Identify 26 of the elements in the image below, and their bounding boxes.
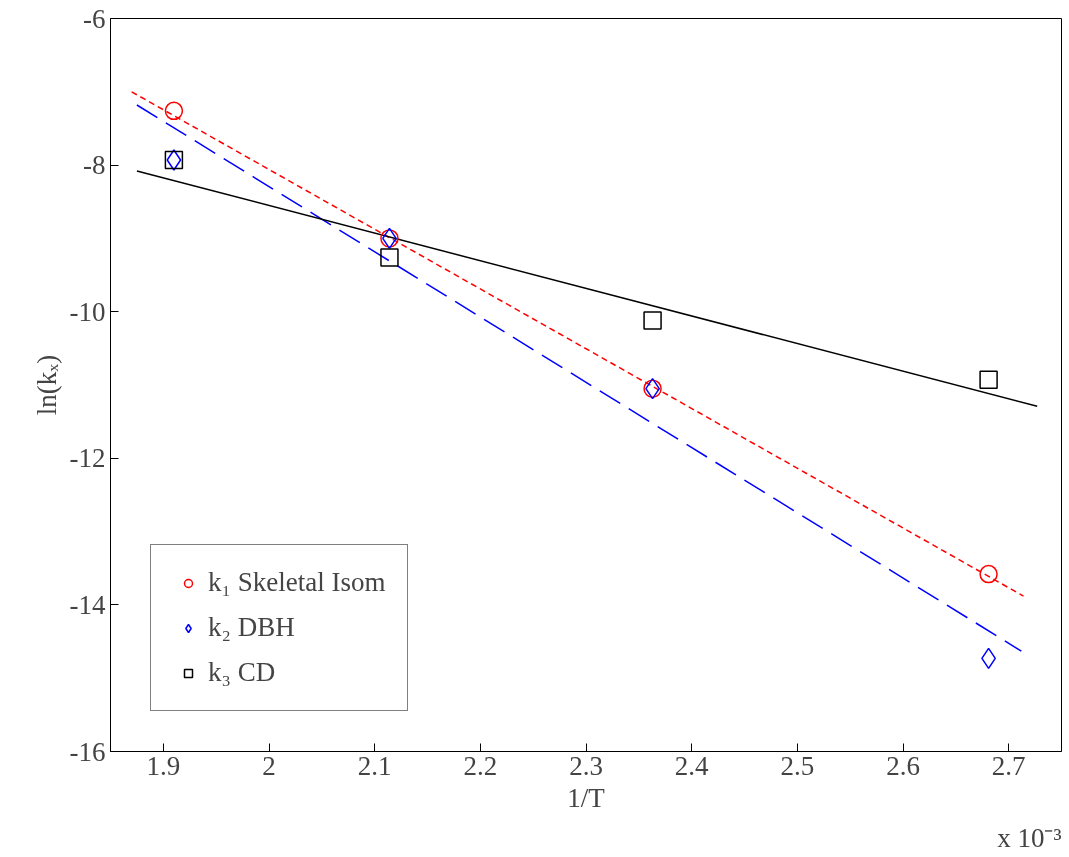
- text: x 10⁻³: [997, 822, 1062, 853]
- y-tick-label: -10: [69, 296, 106, 327]
- point: [164, 101, 184, 121]
- legend-label: k₃ CD: [208, 657, 276, 688]
- point: [643, 311, 662, 330]
- x-tick-label: 2.3: [569, 750, 603, 781]
- y-axis-title: ln(kₓ): [31, 354, 62, 416]
- y-tick-label: -12: [69, 443, 106, 474]
- point: [979, 370, 998, 390]
- x-tick-label: 2.7: [991, 750, 1026, 781]
- y-tick-label: -16: [69, 736, 106, 767]
- point: [979, 564, 998, 584]
- x-tick-label: 2.1: [357, 750, 392, 781]
- x-tick-label: 2: [262, 750, 276, 781]
- y-tick-label: -6: [83, 3, 106, 34]
- legend-label: k₂ DBH: [208, 612, 295, 643]
- x-tick-label: 2.4: [674, 750, 710, 781]
- x-axis-title: 1/T: [567, 782, 606, 813]
- x-tick-label: 2.5: [780, 750, 815, 781]
- x-tick-label: 2.6: [886, 750, 920, 781]
- x-tick-label: 2.2: [463, 750, 498, 781]
- y-tick-label: -8: [83, 150, 106, 181]
- point: [380, 248, 399, 267]
- y-tick-label: -14: [69, 589, 106, 620]
- legend-label: k₁ Skeletal Isom: [208, 567, 386, 598]
- x-tick-label: 1.9: [146, 750, 181, 781]
